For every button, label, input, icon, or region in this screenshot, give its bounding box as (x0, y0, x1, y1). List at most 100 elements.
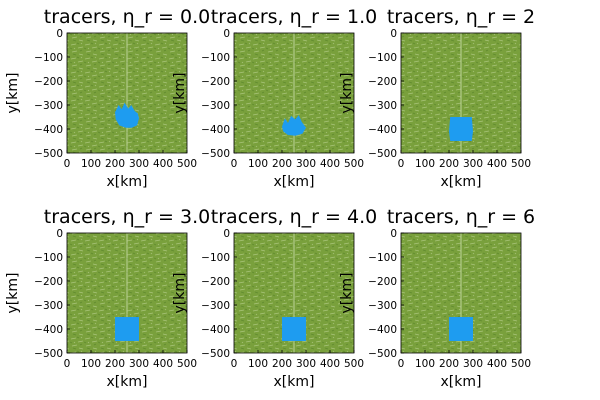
x-tick-label: 400 (487, 358, 507, 370)
y-tick-label: −300 (34, 100, 63, 112)
y-tick-label: −200 (368, 276, 397, 288)
panel-title: tracers, η_r = 0.0 (44, 6, 210, 28)
y-axis-label: y[km] (339, 273, 355, 314)
x-axis-label: x[km] (107, 374, 148, 390)
y-tick-label: −500 (201, 348, 230, 360)
tracer-panel-4: 0 100 200 300 400 500 0 −100 −200 −300 −400 −500 x[k… (5, 206, 210, 390)
y-tick-label: −300 (368, 300, 397, 312)
y-tick-label: −300 (34, 300, 63, 312)
x-tick-label: 100 (248, 158, 268, 170)
x-tick-label: 400 (153, 358, 173, 370)
x-tick-label: 500 (511, 158, 531, 170)
x-tick-label: 200 (439, 158, 459, 170)
tracer-panel-1: 0 100 200 300 400 500 0 −100 −200 −300 −400 −500 x[k… (5, 6, 210, 190)
tracer-panel-5: 0 100 200 300 400 500 0 −100 −200 −300 −400 −500 x[k… (172, 206, 377, 390)
y-axis-label: y[km] (5, 73, 21, 114)
y-tick-label: −300 (368, 100, 397, 112)
blob-tracers (449, 317, 473, 341)
tracer-panel-2: 0 100 200 300 400 500 0 −100 −200 −300 −400 −500 x[k… (172, 6, 377, 190)
plot-frame (66, 232, 188, 354)
x-tick-label: 300 (296, 158, 316, 170)
plot-frame (400, 232, 522, 354)
y-tick-label: −200 (201, 276, 230, 288)
x-axis-label: x[km] (107, 174, 148, 190)
x-tick-label: 500 (344, 358, 364, 370)
y-tick-label: −100 (34, 52, 63, 64)
x-tick-label: 0 (231, 358, 238, 370)
y-tick-label: −200 (201, 76, 230, 88)
x-axis-label: x[km] (441, 374, 482, 390)
y-tick-label: −400 (201, 324, 230, 336)
y-tick-label: −200 (34, 76, 63, 88)
x-tick-label: 100 (415, 358, 435, 370)
y-tick-label: −500 (34, 148, 63, 160)
tracer-panel-3: 0 100 200 300 400 500 0 −100 −200 −300 −400 −500 x[k… (339, 6, 535, 190)
y-tick-label: −200 (34, 276, 63, 288)
x-tick-label: 0 (64, 358, 71, 370)
y-tick-label: −300 (201, 300, 230, 312)
y-tick-label: −400 (201, 124, 230, 136)
panel-title: tracers, η_r = 6 (387, 206, 535, 228)
x-tick-label: 400 (320, 158, 340, 170)
y-tick-label: −300 (201, 100, 230, 112)
blob-tracers (282, 317, 306, 341)
x-tick-label: 100 (81, 358, 101, 370)
blob-tracers (449, 117, 473, 141)
y-tick-label: −500 (368, 348, 397, 360)
x-axis-label: x[km] (274, 174, 315, 190)
y-tick-label: −400 (34, 324, 63, 336)
x-tick-label: 500 (511, 358, 531, 370)
y-axis-label: y[km] (172, 273, 188, 314)
x-axis-label: x[km] (274, 374, 315, 390)
x-tick-label: 100 (248, 358, 268, 370)
panel-title: tracers, η_r = 4.0 (211, 206, 377, 228)
y-tick-label: −100 (368, 52, 397, 64)
y-tick-label: −200 (368, 76, 397, 88)
x-tick-label: 0 (64, 158, 71, 170)
blob-tracers (282, 115, 306, 136)
x-tick-label: 400 (153, 158, 173, 170)
y-tick-label: −100 (368, 252, 397, 264)
x-tick-label: 300 (296, 358, 316, 370)
plot-frame (400, 32, 522, 154)
y-axis-label: y[km] (339, 73, 355, 114)
y-tick-label: 0 (390, 228, 397, 240)
plot-frame (66, 32, 188, 154)
x-tick-label: 0 (398, 158, 405, 170)
plot-frame (233, 32, 355, 154)
x-tick-label: 200 (439, 358, 459, 370)
y-tick-label: −100 (201, 52, 230, 64)
panel-title: tracers, η_r = 1.0 (211, 6, 377, 28)
x-tick-label: 200 (272, 358, 292, 370)
x-tick-label: 400 (487, 158, 507, 170)
y-tick-label: −500 (34, 348, 63, 360)
x-tick-label: 300 (129, 358, 149, 370)
y-tick-label: −400 (368, 124, 397, 136)
y-tick-label: −400 (368, 324, 397, 336)
x-tick-label: 400 (320, 358, 340, 370)
y-tick-label: −400 (34, 124, 63, 136)
x-tick-label: 200 (105, 358, 125, 370)
blob-tracers (115, 317, 139, 341)
x-tick-label: 300 (463, 358, 483, 370)
y-tick-label: −500 (201, 148, 230, 160)
panel-title: tracers, η_r = 2 (387, 6, 535, 28)
x-tick-label: 500 (177, 158, 197, 170)
y-axis-label: y[km] (5, 273, 21, 314)
x-tick-label: 500 (177, 358, 197, 370)
x-tick-label: 100 (415, 158, 435, 170)
tracer-panel-6: 0 100 200 300 400 500 0 −100 −200 −300 −400 −500 x[k… (339, 206, 535, 390)
y-tick-label: 0 (56, 228, 63, 240)
y-axis-label: y[km] (172, 73, 188, 114)
x-tick-label: 200 (272, 158, 292, 170)
y-tick-label: −100 (201, 252, 230, 264)
x-tick-label: 0 (398, 358, 405, 370)
y-tick-label: −500 (368, 148, 397, 160)
blob-tracers (115, 102, 139, 128)
y-tick-label: 0 (390, 28, 397, 40)
x-axis-label: x[km] (441, 174, 482, 190)
x-tick-label: 300 (129, 158, 149, 170)
y-tick-label: 0 (223, 228, 230, 240)
panel-title: tracers, η_r = 3.0 (44, 206, 210, 228)
